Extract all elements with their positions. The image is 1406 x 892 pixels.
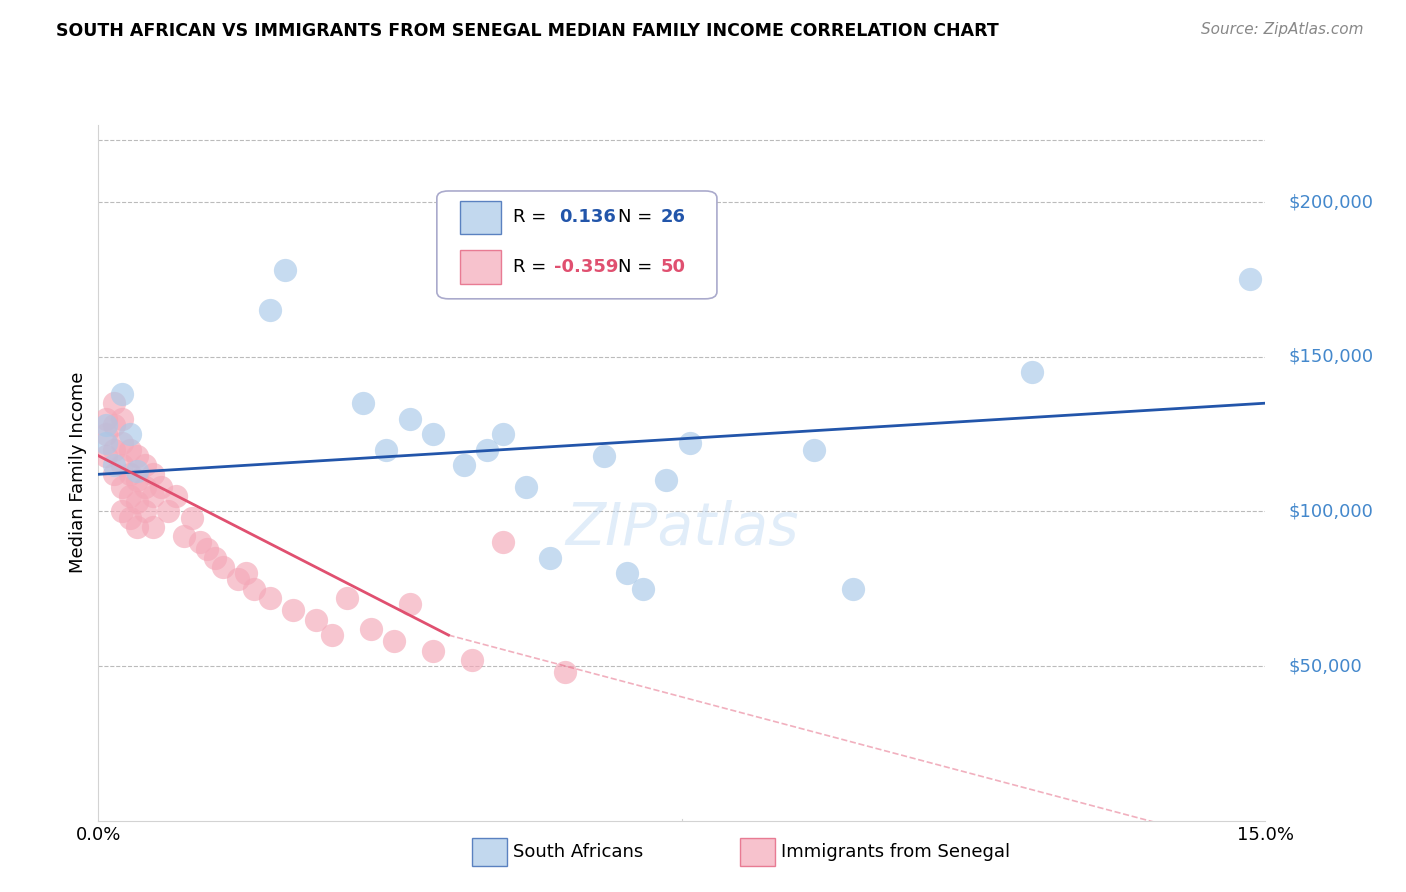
Y-axis label: Median Family Income: Median Family Income [69,372,87,574]
Text: ZIPatlas: ZIPatlas [565,500,799,557]
Point [103,442,125,457]
Point [803,442,825,457]
Point [842,582,865,596]
Text: 50: 50 [661,258,686,276]
Point [631,582,654,596]
Point [173,529,195,543]
Text: South Africans: South Africans [513,843,643,861]
Point [616,566,638,581]
Point [422,643,444,657]
Point [1021,365,1043,379]
Point [103,467,125,482]
Point [142,489,165,503]
Point [142,520,165,534]
Point [111,504,134,518]
Text: $100,000: $100,000 [1289,502,1374,520]
Point [593,449,616,463]
Point [321,628,343,642]
Point [134,480,156,494]
Point [188,535,211,549]
FancyBboxPatch shape [472,838,506,866]
Point [165,489,187,503]
Point [96,417,118,432]
Point [134,458,156,472]
Point [111,480,134,494]
Text: $50,000: $50,000 [1289,657,1362,675]
Point [398,597,420,611]
Point [180,510,202,524]
Point [212,560,235,574]
Point [111,436,134,450]
Point [492,535,515,549]
Text: R =: R = [513,209,551,227]
Point [157,504,180,518]
Point [538,550,561,565]
Point [352,396,374,410]
Point [118,510,141,524]
Point [134,504,156,518]
Text: -0.359: -0.359 [554,258,617,276]
Text: $150,000: $150,000 [1289,348,1374,366]
Point [127,449,149,463]
Point [515,480,537,494]
Point [477,442,499,457]
Point [375,442,398,457]
Text: 0.136: 0.136 [560,209,616,227]
Point [118,467,141,482]
Point [461,653,484,667]
Point [453,458,475,472]
Point [259,591,281,605]
Point [96,449,118,463]
Point [554,665,576,680]
Point [127,474,149,488]
Text: 26: 26 [661,209,686,227]
Point [111,387,134,401]
Point [103,396,125,410]
FancyBboxPatch shape [741,838,775,866]
Point [259,303,281,318]
Point [492,427,515,442]
Point [118,489,141,503]
Point [235,566,257,581]
Text: N =: N = [617,209,658,227]
Point [149,480,172,494]
Point [96,436,118,450]
Text: Source: ZipAtlas.com: Source: ZipAtlas.com [1201,22,1364,37]
Point [96,427,118,442]
Point [360,622,382,636]
Point [204,550,226,565]
Point [127,520,149,534]
Text: N =: N = [617,258,658,276]
Text: R =: R = [513,258,551,276]
Point [336,591,359,605]
Point [118,442,141,457]
Point [274,263,297,277]
Point [195,541,218,556]
Point [655,474,678,488]
Point [1239,272,1261,286]
Point [243,582,266,596]
Point [142,467,165,482]
Point [382,634,405,648]
FancyBboxPatch shape [460,250,501,284]
Point [111,411,134,425]
Point [228,573,250,587]
FancyBboxPatch shape [437,191,717,299]
Text: SOUTH AFRICAN VS IMMIGRANTS FROM SENEGAL MEDIAN FAMILY INCOME CORRELATION CHART: SOUTH AFRICAN VS IMMIGRANTS FROM SENEGAL… [56,22,1000,40]
FancyBboxPatch shape [460,201,501,234]
Point [398,411,420,425]
Point [111,458,134,472]
Point [118,427,141,442]
Point [305,613,328,627]
Point [103,417,125,432]
Text: Immigrants from Senegal: Immigrants from Senegal [782,843,1011,861]
Point [96,411,118,425]
Point [422,427,444,442]
Point [127,464,149,478]
Point [281,603,304,617]
Point [127,495,149,509]
Point [103,458,125,472]
Text: $200,000: $200,000 [1289,194,1374,211]
Point [679,436,702,450]
